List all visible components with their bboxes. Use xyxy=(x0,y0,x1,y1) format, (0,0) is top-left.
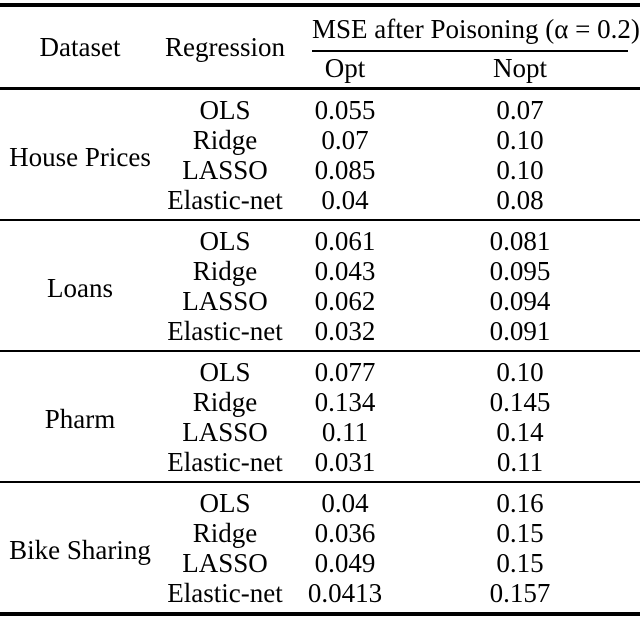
opt-value-cell: 0.031 xyxy=(314,447,376,477)
opt-value-cell: 0.04 xyxy=(321,185,369,215)
nopt-value-cell: 0.091 xyxy=(489,316,551,346)
opt-value-cell: 0.032 xyxy=(314,316,376,346)
col-header-opt: Opt xyxy=(324,53,366,83)
regression-cell: Ridge xyxy=(192,125,258,155)
opt-value-cell: 0.085 xyxy=(314,155,376,185)
dataset-cell: Pharm xyxy=(44,404,116,434)
col-header-nopt: Nopt xyxy=(493,53,547,83)
table-row: LASSO 0.11 0.14 xyxy=(0,417,640,447)
nopt-value-cell: 0.145 xyxy=(489,387,551,417)
opt-value-cell: 0.055 xyxy=(314,95,376,125)
opt-value-cell: 0.04 xyxy=(321,488,369,518)
opt-value-cell: 0.134 xyxy=(314,387,376,417)
nopt-value-cell: 0.11 xyxy=(496,447,544,477)
opt-value-cell: 0.036 xyxy=(314,518,376,548)
nopt-value-cell: 0.08 xyxy=(496,185,544,215)
table-row: Elastic-net 0.04 0.08 xyxy=(0,185,640,220)
regression-cell: Ridge xyxy=(192,387,258,417)
regression-cell: LASSO xyxy=(182,286,268,316)
table-row: LASSO 0.049 0.15 xyxy=(0,548,640,578)
regression-cell: Ridge xyxy=(192,256,258,286)
opt-value-cell: 0.043 xyxy=(314,256,376,286)
nopt-value-cell: 0.094 xyxy=(489,286,551,316)
opt-value-cell: 0.062 xyxy=(314,286,376,316)
regression-cell: OLS xyxy=(199,226,251,256)
table-row: Ridge 0.07 0.10 xyxy=(0,125,640,155)
regression-cell: LASSO xyxy=(182,417,268,447)
col-header-dataset: Dataset xyxy=(39,31,121,62)
table-row: LASSO 0.062 0.094 xyxy=(0,286,640,316)
table-row: House Prices OLS 0.055 0.07 xyxy=(0,89,640,172)
regression-cell: Elastic-net xyxy=(167,316,283,346)
regression-cell: Elastic-net xyxy=(167,447,283,477)
nopt-value-cell: 0.10 xyxy=(496,357,544,387)
opt-value-cell: 0.11 xyxy=(321,417,369,447)
section-bike-sharing: Bike Sharing OLS 0.04 0.16 Ridge 0.036 0… xyxy=(0,482,640,614)
nopt-value-cell: 0.10 xyxy=(496,155,544,185)
nopt-value-cell: 0.15 xyxy=(496,548,544,578)
table-row: Elastic-net 0.031 0.11 xyxy=(0,447,640,482)
regression-cell: Ridge xyxy=(192,518,258,548)
nopt-value-cell: 0.10 xyxy=(496,125,544,155)
opt-value-cell: 0.049 xyxy=(314,548,376,578)
nopt-value-cell: 0.081 xyxy=(489,226,551,256)
header-row-main: Dataset Regression MSE after Poisoning (… xyxy=(0,5,640,62)
table-row: Elastic-net 0.0413 0.157 xyxy=(0,578,640,614)
section-pharm: Pharm OLS 0.077 0.10 Ridge 0.134 0.145 L… xyxy=(0,351,640,482)
table-row: Ridge 0.134 0.145 xyxy=(0,387,640,417)
regression-cell: OLS xyxy=(199,357,251,387)
nopt-value-cell: 0.16 xyxy=(496,488,544,518)
nopt-value-cell: 0.15 xyxy=(496,518,544,548)
opt-value-cell: 0.0413 xyxy=(307,578,383,608)
table-row: Ridge 0.043 0.095 xyxy=(0,256,640,286)
col-header-mse-group: MSE after Poisoning (α = 0.2) xyxy=(290,5,640,52)
nopt-value-cell: 0.095 xyxy=(489,256,551,286)
opt-value-cell: 0.077 xyxy=(314,357,376,387)
regression-cell: LASSO xyxy=(182,548,268,578)
regression-cell: Elastic-net xyxy=(167,185,283,215)
table-row: Bike Sharing OLS 0.04 0.16 xyxy=(0,482,640,565)
regression-cell: OLS xyxy=(199,488,251,518)
table-row: Pharm OLS 0.077 0.10 xyxy=(0,351,640,434)
table-row: Ridge 0.036 0.15 xyxy=(0,518,640,548)
dataset-cell: Loans xyxy=(47,273,113,303)
section-house-prices: House Prices OLS 0.055 0.07 Ridge 0.07 0… xyxy=(0,88,640,221)
table-row: LASSO 0.085 0.10 xyxy=(0,155,640,185)
nopt-value-cell: 0.157 xyxy=(489,578,551,608)
header-row-sub: Opt Nopt xyxy=(0,52,640,89)
regression-cell: LASSO xyxy=(182,155,268,185)
dataset-cell: House Prices xyxy=(9,142,151,172)
col-header-regression: Regression xyxy=(165,31,285,62)
table-row: Loans OLS 0.061 0.081 xyxy=(0,220,640,303)
mse-group-label: MSE after Poisoning (α = 0.2) xyxy=(312,14,640,52)
nopt-value-cell: 0.07 xyxy=(496,95,544,125)
section-loans: Loans OLS 0.061 0.081 Ridge 0.043 0.095 … xyxy=(0,220,640,351)
regression-cell: Elastic-net xyxy=(167,578,283,608)
table-row: Elastic-net 0.032 0.091 xyxy=(0,316,640,351)
nopt-value-cell: 0.14 xyxy=(496,417,544,447)
table-header: Dataset Regression MSE after Poisoning (… xyxy=(0,5,640,89)
opt-value-cell: 0.061 xyxy=(314,226,376,256)
dataset-cell: Bike Sharing xyxy=(9,535,151,565)
regression-cell: OLS xyxy=(199,95,251,125)
opt-value-cell: 0.07 xyxy=(321,125,369,155)
results-table: Dataset Regression MSE after Poisoning (… xyxy=(0,3,640,616)
